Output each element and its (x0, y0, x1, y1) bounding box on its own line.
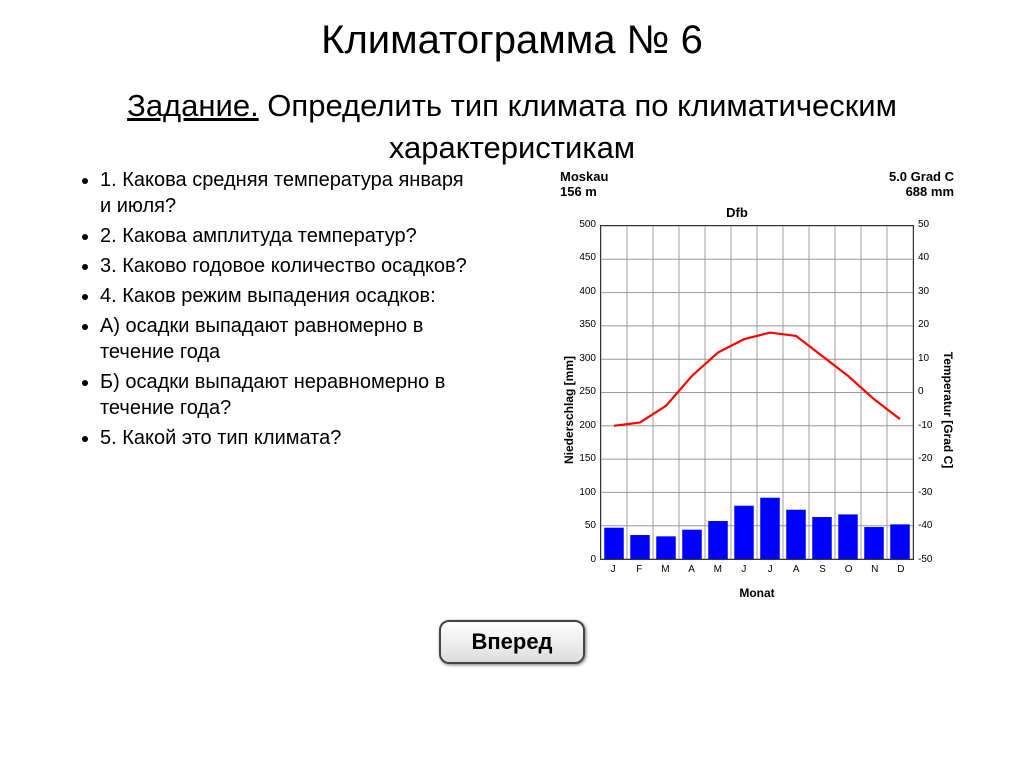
x-tick: O (843, 564, 855, 575)
y-left-tick: 450 (566, 253, 596, 263)
y-right-tick: 10 (918, 354, 948, 364)
subtitle-prefix: Задание. (127, 88, 259, 123)
climate-chart: Moskau 156 m 5.0 Grad C 688 mm Dfb Niede… (480, 159, 994, 595)
page-title: Климатограмма № 6 (0, 0, 1024, 63)
x-label: Monat (560, 586, 954, 600)
x-tick: M (659, 564, 671, 575)
chart-area: Niederschlag [mm] Temperatur [Grad C] Mo… (560, 225, 954, 595)
question-item: Б) осадки выпадают неравномерно в течени… (100, 369, 475, 421)
question-item: 5. Какой это тип климата? (100, 425, 475, 451)
summary-block: 5.0 Grad C 688 mm (889, 169, 954, 199)
question-item: 1. Какова средняя температура января и и… (100, 167, 475, 219)
y-left-tick: 350 (566, 320, 596, 330)
y-left-tick: 50 (566, 521, 596, 531)
y-right-tick: 30 (918, 287, 948, 297)
question-item: 2. Какова амплитуда температур? (100, 223, 475, 249)
koppen-classification: Dfb (480, 205, 994, 220)
y-left-tick: 250 (566, 387, 596, 397)
temp-line-layer (601, 226, 913, 559)
y-right-tick: -20 (918, 454, 948, 464)
y-left-tick: 100 (566, 488, 596, 498)
questions-panel: 1. Какова средняя температура января и и… (30, 159, 480, 595)
y-right-tick: 40 (918, 253, 948, 263)
subtitle-rest: Определить тип климата по климатическим … (259, 88, 897, 165)
x-tick: D (895, 564, 907, 575)
y-right-tick: 20 (918, 320, 948, 330)
y-left-tick: 400 (566, 287, 596, 297)
y-right-tick: 50 (918, 220, 948, 230)
y-right-tick: -30 (918, 488, 948, 498)
y-left-label: Niederschlag [mm] (562, 356, 576, 464)
y-left-tick: 300 (566, 354, 596, 364)
question-item: 4. Каков режим выпадения осадков: (100, 283, 475, 309)
station-elevation: 156 m (560, 184, 608, 199)
questions-list: 1. Какова средняя температура января и и… (30, 167, 480, 451)
x-tick: A (790, 564, 802, 575)
x-tick: A (686, 564, 698, 575)
y-right-tick: -40 (918, 521, 948, 531)
subtitle: Задание. Определить тип климата по клима… (0, 85, 1024, 169)
x-tick: J (607, 564, 619, 575)
y-right-label: Temperatur [Grad C] (941, 351, 955, 467)
x-tick: F (633, 564, 645, 575)
question-item: 3. Каково годовое количество осадков? (100, 253, 475, 279)
y-left-tick: 200 (566, 421, 596, 431)
y-left-tick: 500 (566, 220, 596, 230)
station-name: Moskau (560, 169, 608, 184)
x-tick: J (738, 564, 750, 575)
station-block: Moskau 156 m (560, 169, 608, 199)
x-tick: J (764, 564, 776, 575)
y-right-tick: -50 (918, 555, 948, 565)
avg-temp: 5.0 Grad C (889, 169, 954, 184)
x-tick: M (712, 564, 724, 575)
plot-area (600, 225, 914, 560)
x-tick: S (816, 564, 828, 575)
y-right-tick: 0 (918, 387, 948, 397)
forward-button[interactable]: Вперед (439, 620, 584, 664)
y-right-tick: -10 (918, 421, 948, 431)
precip-sum: 688 mm (889, 184, 954, 199)
y-left-tick: 150 (566, 454, 596, 464)
x-tick: N (869, 564, 881, 575)
question-item: А) осадки выпадают равномерно в течение … (100, 313, 475, 365)
y-left-tick: 0 (566, 555, 596, 565)
